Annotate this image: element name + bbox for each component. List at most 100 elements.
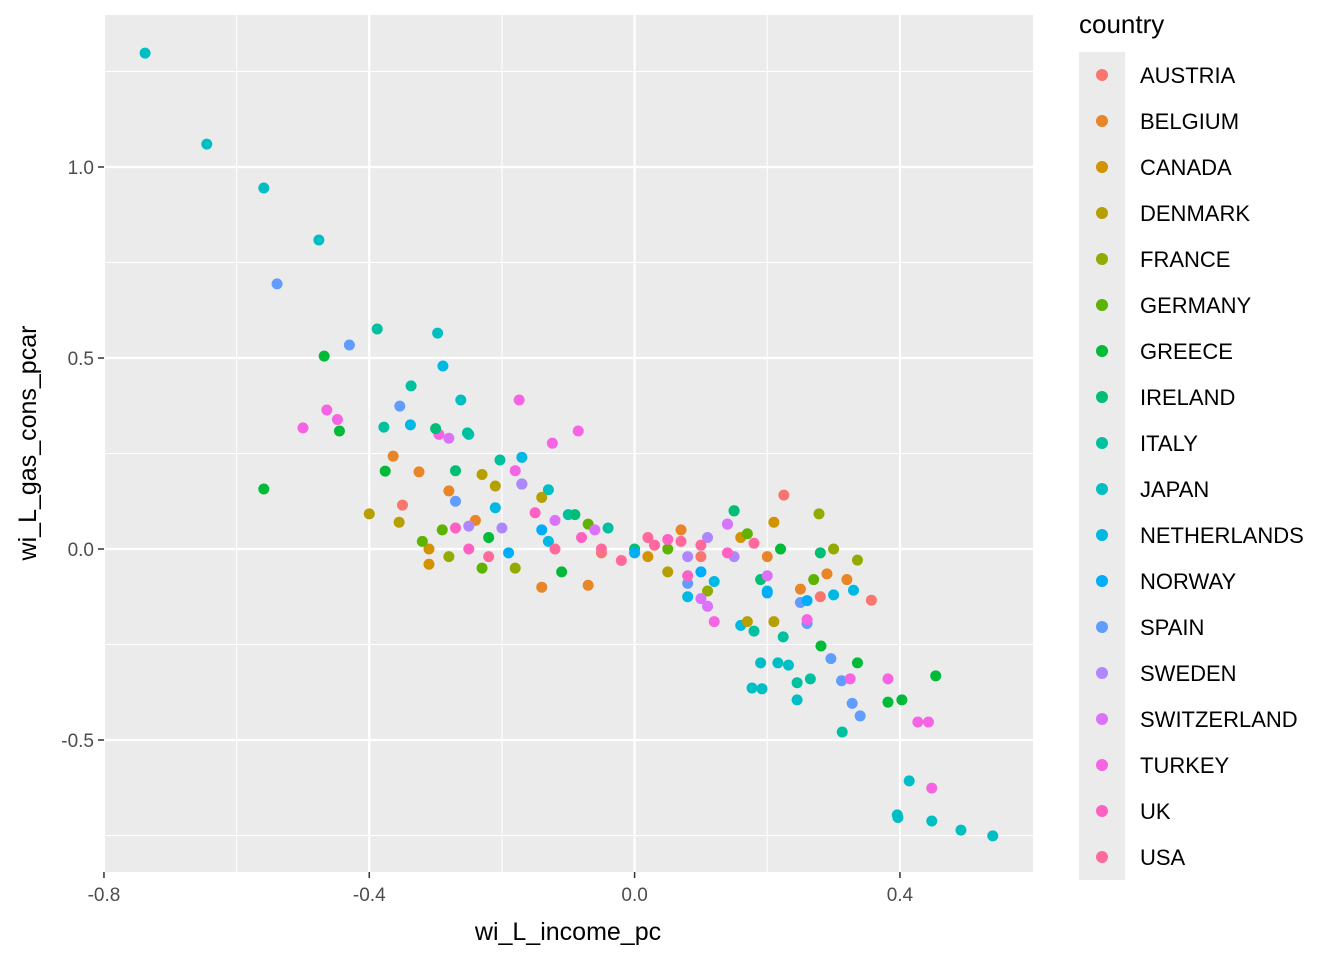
data-point-canada [642, 551, 654, 563]
data-point-italy [461, 427, 473, 439]
data-point-turkey [297, 422, 309, 434]
data-point-belgium [761, 551, 773, 563]
data-point-denmark [363, 508, 375, 520]
legend-label: NORWAY [1140, 569, 1236, 594]
data-point-netherlands [437, 360, 449, 372]
data-point-norway [761, 587, 773, 599]
data-point-denmark [476, 469, 488, 481]
data-point-japan [903, 775, 915, 787]
data-point-spain [343, 339, 355, 351]
y-axis-title: wi_L_gas_cons_pcar [14, 326, 42, 562]
data-point-turkey [509, 465, 521, 477]
data-point-italy [804, 673, 816, 685]
x-tick-label: -0.4 [353, 885, 386, 906]
data-point-turkey [708, 616, 720, 628]
data-point-france [813, 508, 825, 520]
data-point-usa [648, 539, 660, 551]
data-point-turkey [546, 437, 558, 449]
data-point-japan [139, 47, 151, 59]
data-point-spain [854, 710, 866, 722]
y-tick-label: 0.5 [68, 349, 94, 370]
legend-key-usa [1096, 851, 1108, 863]
data-point-france [509, 562, 521, 574]
data-point-germany [741, 528, 753, 540]
legend-label: GREECE [1140, 339, 1233, 364]
legend-key-canada [1096, 161, 1108, 173]
legend-label: IRELAND [1140, 385, 1235, 410]
legend-label: TURKEY [1140, 753, 1230, 778]
data-point-denmark [489, 480, 501, 492]
legend: country AUSTRIA BELGIUM CANADA DENMARK FRANC… [1079, 9, 1304, 880]
data-point-japan [542, 484, 554, 496]
y-tick-label: 1.0 [68, 158, 94, 179]
data-point-japan [791, 694, 803, 706]
data-point-denmark [662, 566, 674, 578]
data-point-usa [483, 551, 495, 563]
data-point-spain [836, 675, 848, 687]
data-point-turkey [801, 614, 813, 626]
data-point-japan [756, 683, 768, 695]
data-point-austria [814, 591, 826, 603]
data-point-switzerland [589, 524, 601, 536]
data-point-turkey [926, 782, 938, 794]
y-tick-label: 0.0 [68, 540, 94, 561]
data-point-ireland [450, 465, 462, 477]
data-point-netherlands [847, 584, 859, 596]
data-point-italy [405, 380, 417, 392]
data-point-uk [450, 522, 462, 534]
data-point-greece [775, 543, 787, 555]
legend-label: DENMARK [1140, 201, 1250, 226]
legend-key-ireland [1096, 391, 1108, 403]
data-point-greece [379, 465, 391, 477]
data-point-italy [748, 625, 760, 637]
data-points [139, 47, 999, 842]
data-point-ireland [814, 547, 826, 559]
data-point-belgium [536, 581, 548, 593]
data-point-switzerland [549, 514, 561, 526]
legend-label: SWITZERLAND [1140, 707, 1298, 732]
legend-key-netherlands [1096, 529, 1108, 541]
data-point-ireland [430, 423, 442, 435]
data-point-japan [772, 657, 784, 669]
legend-label: FRANCE [1140, 247, 1230, 272]
data-point-norway [503, 547, 515, 559]
data-point-ireland [728, 505, 740, 517]
data-point-denmark [536, 491, 548, 503]
data-point-italy [777, 631, 789, 643]
data-point-germany [436, 524, 448, 536]
data-point-netherlands [682, 591, 694, 603]
data-point-greece [930, 670, 942, 682]
legend-label: USA [1140, 845, 1186, 870]
data-point-netherlands [542, 535, 554, 547]
data-point-germany [808, 574, 820, 586]
plot-panel [104, 15, 1033, 872]
data-point-greece [815, 640, 827, 652]
data-point-turkey [844, 673, 856, 685]
legend-label: SPAIN [1140, 615, 1204, 640]
data-point-turkey [513, 394, 525, 406]
data-point-netherlands [708, 575, 720, 587]
data-point-uk [682, 570, 694, 582]
legend-label: CANADA [1140, 155, 1232, 180]
data-point-japan [782, 659, 794, 671]
data-point-spain [825, 653, 837, 665]
data-point-usa [675, 535, 687, 547]
data-point-france [443, 551, 455, 563]
data-point-sweden [516, 478, 528, 490]
data-point-sweden [702, 532, 714, 544]
data-point-usa [748, 537, 760, 549]
legend-key-denmark [1096, 207, 1108, 219]
data-point-belgium [387, 450, 399, 462]
data-point-greece [896, 694, 908, 706]
data-point-turkey [922, 716, 934, 728]
data-point-italy [836, 726, 848, 738]
x-tick-label: -0.8 [88, 885, 121, 906]
data-point-france [702, 585, 714, 597]
y-tick-label: -0.5 [61, 731, 94, 752]
data-point-japan [746, 682, 758, 694]
data-point-greece [318, 350, 330, 362]
data-point-france [851, 554, 863, 566]
data-point-denmark [393, 516, 405, 528]
data-point-italy [378, 421, 390, 433]
x-tick-label: 0.4 [887, 885, 914, 906]
